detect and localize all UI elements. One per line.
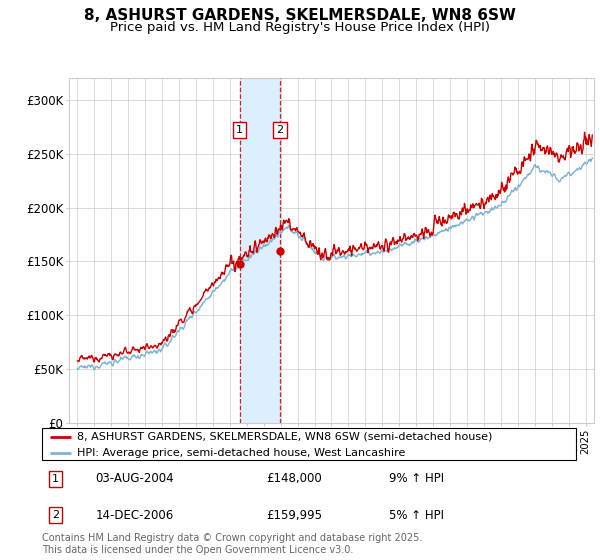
- Text: 03-AUG-2004: 03-AUG-2004: [95, 473, 174, 486]
- Text: HPI: Average price, semi-detached house, West Lancashire: HPI: Average price, semi-detached house,…: [77, 448, 405, 458]
- Text: 2: 2: [52, 510, 59, 520]
- Text: £148,000: £148,000: [266, 473, 322, 486]
- Text: 5% ↑ HPI: 5% ↑ HPI: [389, 508, 444, 521]
- Text: 8, ASHURST GARDENS, SKELMERSDALE, WN8 6SW: 8, ASHURST GARDENS, SKELMERSDALE, WN8 6S…: [84, 8, 516, 24]
- Text: 1: 1: [52, 474, 59, 484]
- Text: Contains HM Land Registry data © Crown copyright and database right 2025.
This d: Contains HM Land Registry data © Crown c…: [42, 533, 422, 555]
- Bar: [240, 78, 280, 423]
- FancyBboxPatch shape: [42, 428, 576, 460]
- Text: £159,995: £159,995: [266, 508, 322, 521]
- Text: 8, ASHURST GARDENS, SKELMERSDALE, WN8 6SW (semi-detached house): 8, ASHURST GARDENS, SKELMERSDALE, WN8 6S…: [77, 432, 492, 442]
- Text: Price paid vs. HM Land Registry's House Price Index (HPI): Price paid vs. HM Land Registry's House …: [110, 21, 490, 34]
- Text: 1: 1: [236, 125, 243, 135]
- Text: 2: 2: [276, 125, 283, 135]
- Text: 9% ↑ HPI: 9% ↑ HPI: [389, 473, 444, 486]
- Text: 14-DEC-2006: 14-DEC-2006: [95, 508, 173, 521]
